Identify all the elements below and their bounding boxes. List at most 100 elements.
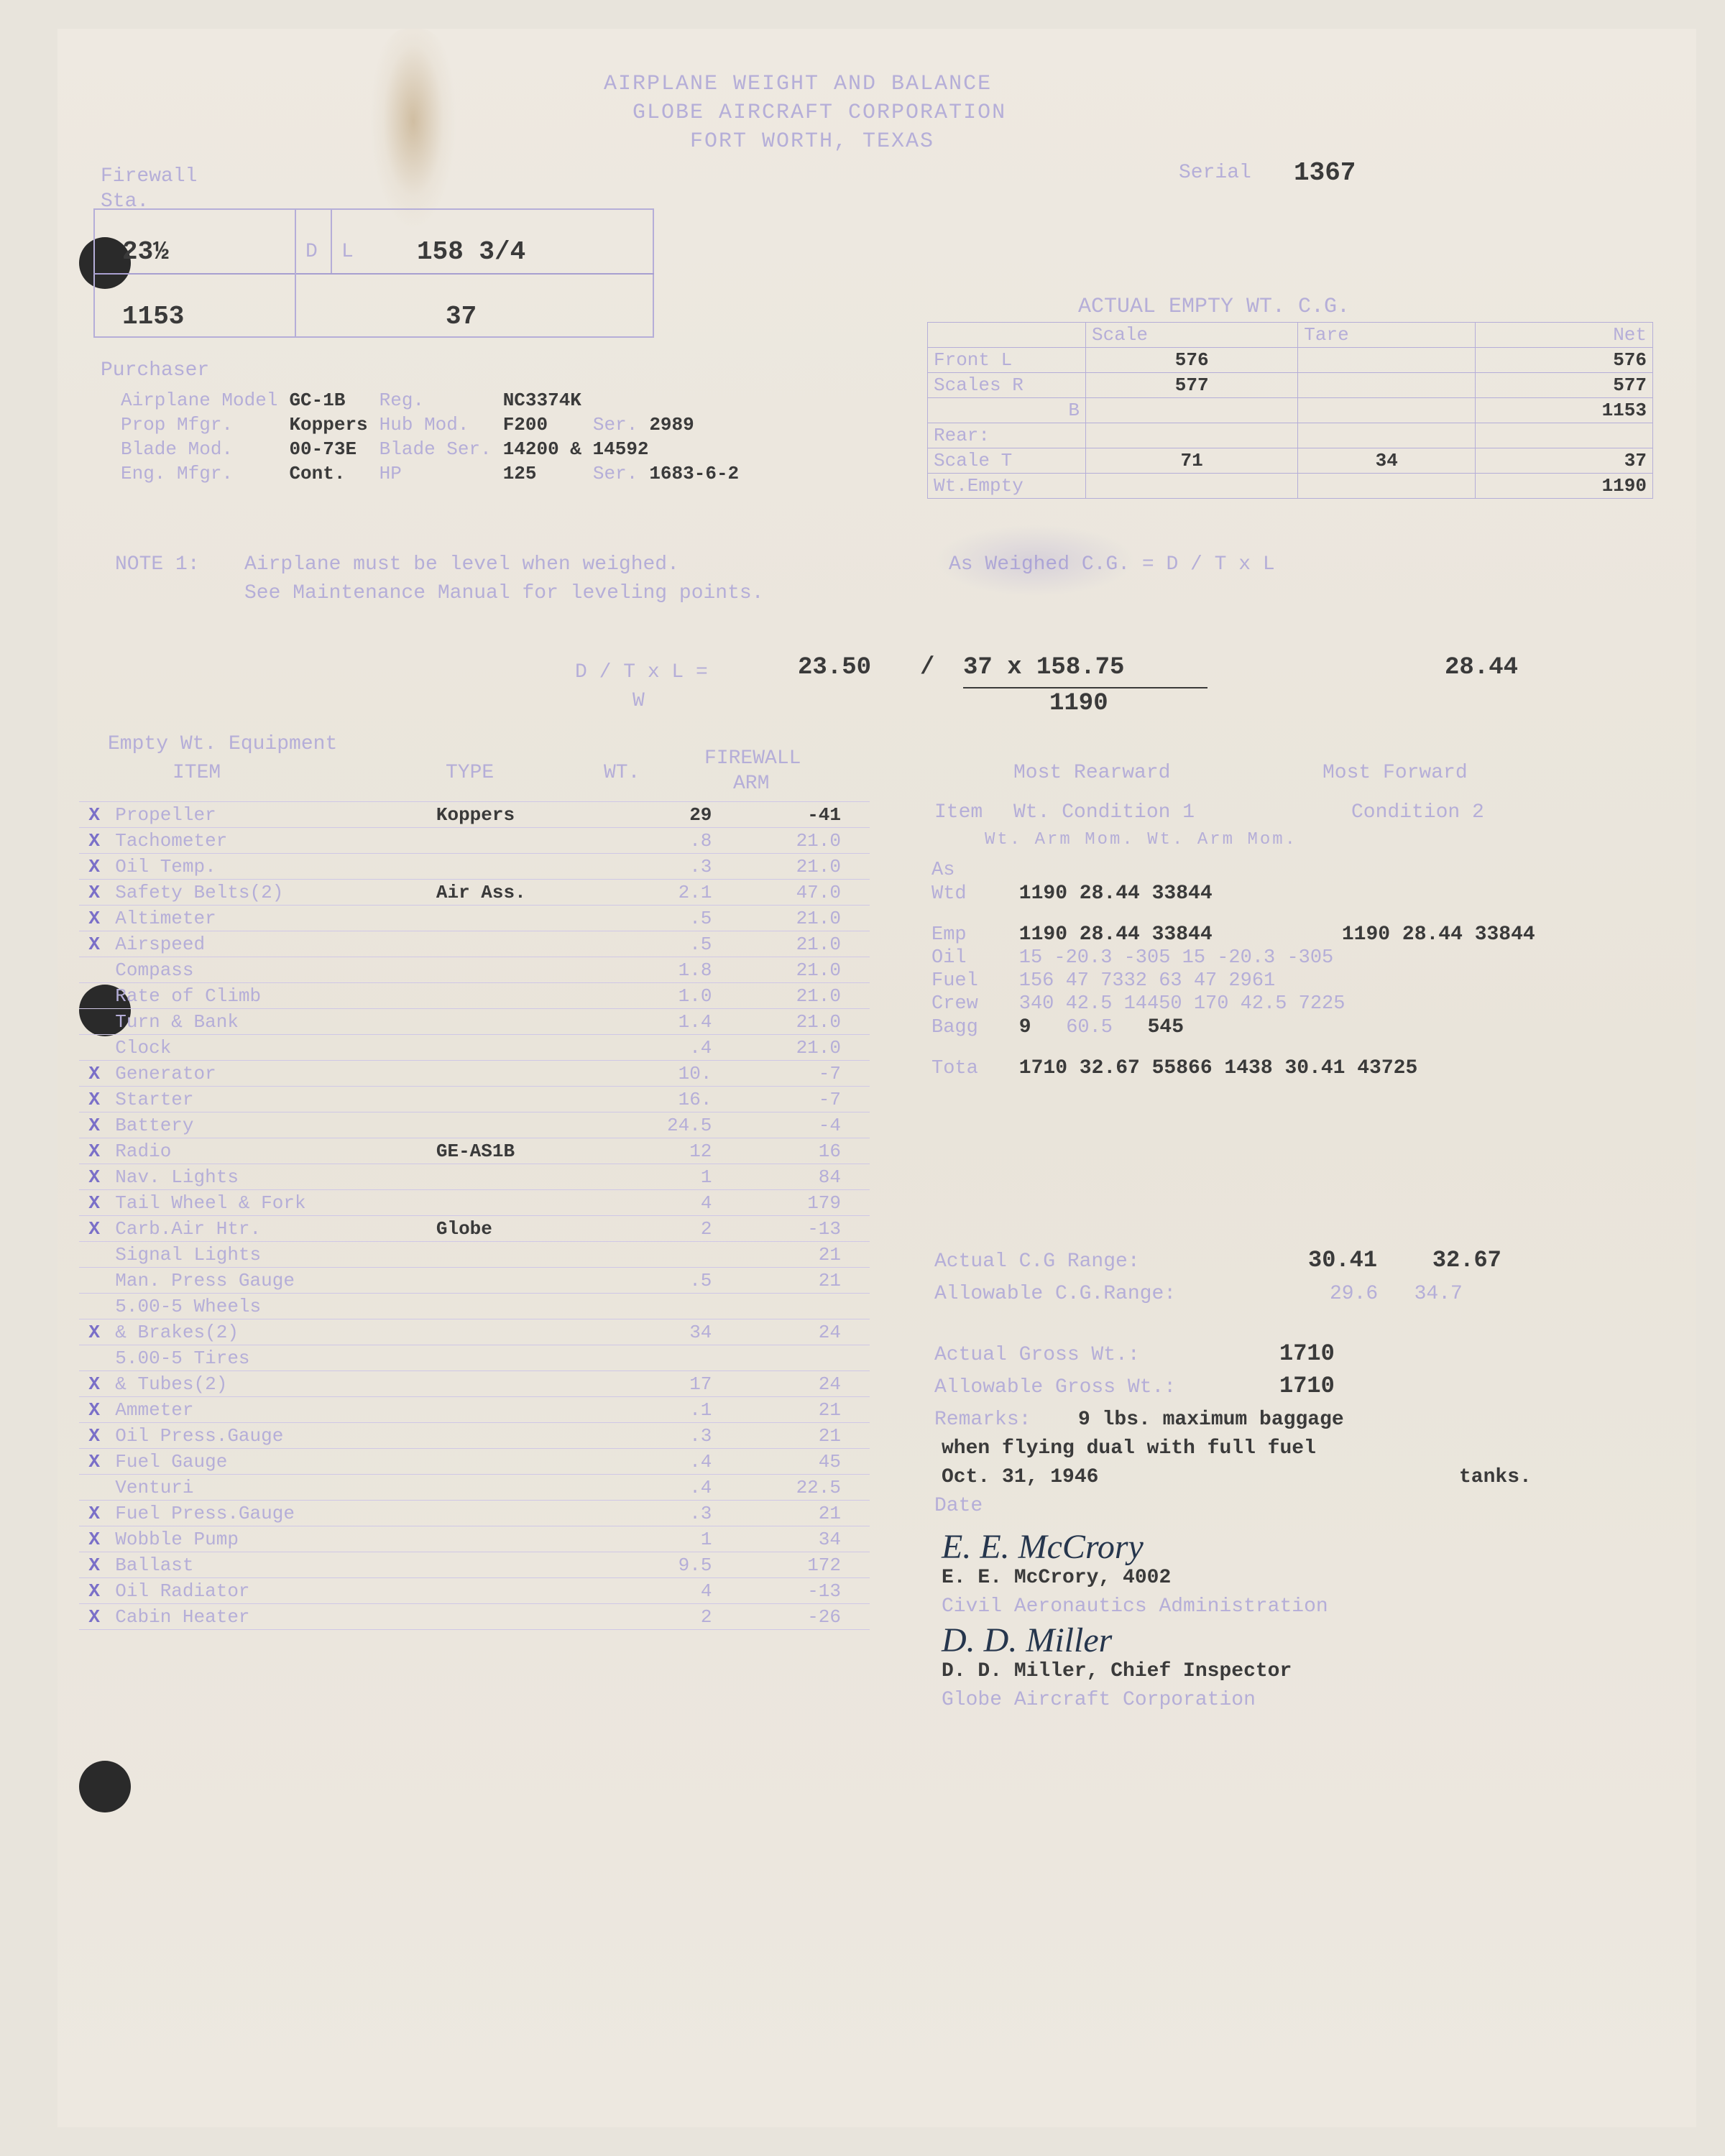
equip-item: Fuel Press.Gauge	[109, 1501, 431, 1526]
equip-wt: 2.1	[599, 880, 718, 906]
table-row: XGenerator10.-7	[79, 1061, 870, 1087]
x-mark	[79, 1475, 109, 1501]
equip-wt: 1.0	[599, 983, 718, 1009]
allow-gw-lbl: Allowable Gross Wt.:	[934, 1376, 1176, 1399]
x-mark	[79, 1345, 109, 1371]
equip-item: Ballast	[109, 1552, 431, 1578]
fw-left1: 23½	[122, 237, 169, 267]
equip-item: Battery	[109, 1112, 431, 1138]
val: 60.5	[1066, 1017, 1113, 1038]
date-lbl: Date	[934, 1495, 983, 1517]
cond-cols: Wt. Arm Mom. Wt. Arm Mom.	[985, 830, 1297, 849]
equip-arm: 21	[717, 1268, 870, 1294]
equip-title: Empty Wt. Equipment	[108, 733, 337, 755]
val: 34	[1298, 448, 1476, 474]
equip-type	[431, 1009, 599, 1035]
lbl: Tota	[927, 1056, 1015, 1080]
equip-wt: 1.8	[599, 957, 718, 983]
equip-wt: 4	[599, 1190, 718, 1216]
table-row: XStarter16.-7	[79, 1087, 870, 1112]
serial-label: Serial	[1179, 162, 1251, 184]
equip-arm: -13	[717, 1578, 870, 1604]
note1-text1: Airplane must be level when weighed.	[244, 553, 679, 576]
fw-len: 158 3/4	[417, 237, 525, 267]
equip-item: Cabin Heater	[109, 1604, 431, 1630]
lbl: Prop Mfgr.	[115, 413, 283, 437]
equip-type	[431, 1035, 599, 1061]
equip-item: Fuel Gauge	[109, 1449, 431, 1475]
x-mark	[79, 1268, 109, 1294]
equip-wt	[599, 1294, 718, 1319]
val: 1190 28.44 33844	[1338, 923, 1660, 946]
equip-arm: -7	[717, 1061, 870, 1087]
val: 14200 & 14592	[497, 437, 745, 461]
divider-v	[331, 208, 332, 273]
x-mark	[79, 957, 109, 983]
equip-type: Koppers	[431, 802, 599, 828]
x-mark	[79, 1009, 109, 1035]
x-mark: X	[79, 880, 109, 906]
sig1-name: E. E. McCrory, 4002	[942, 1567, 1171, 1589]
equip-arm	[717, 1294, 870, 1319]
equip-arm: 179	[717, 1190, 870, 1216]
table-row: XFuel Gauge.445	[79, 1449, 870, 1475]
lbl: Fuel	[927, 969, 1015, 992]
header-line2: GLOBE AIRCRAFT CORPORATION	[632, 101, 1006, 125]
equip-item: Oil Press.Gauge	[109, 1423, 431, 1449]
val: 1190	[1476, 474, 1653, 499]
table-row: 5.00-5 Wheels	[79, 1294, 870, 1319]
table-row: XCabin Heater2-26	[79, 1604, 870, 1630]
equip-type	[431, 1087, 599, 1112]
x-mark: X	[79, 1397, 109, 1423]
val: 37	[1476, 448, 1653, 474]
x-mark: X	[79, 1449, 109, 1475]
x-mark	[79, 983, 109, 1009]
equip-type	[431, 1604, 599, 1630]
formula-denom: 1190	[1049, 690, 1108, 717]
equip-item: 5.00-5 Tires	[109, 1345, 431, 1371]
x-mark: X	[79, 1578, 109, 1604]
equip-item: Nav. Lights	[109, 1164, 431, 1190]
equip-arm: 21.0	[717, 854, 870, 880]
lbl: Oil	[927, 946, 1015, 969]
equip-item: Generator	[109, 1061, 431, 1087]
lbl: Eng. Mfgr.	[115, 461, 283, 486]
x-mark	[79, 1242, 109, 1268]
table-row: XPropellerKoppers29-41	[79, 802, 870, 828]
equip-wt: .5	[599, 1268, 718, 1294]
note1-text2: See Maintenance Manual for leveling poin…	[244, 582, 764, 604]
lbl: Front L	[928, 348, 1086, 373]
fw-l: L	[341, 241, 354, 263]
val: 125	[497, 461, 587, 486]
equip-arm: 21.0	[717, 957, 870, 983]
table-row: XFuel Press.Gauge.321	[79, 1501, 870, 1526]
fw-left2: 1153	[122, 302, 184, 331]
lbl: Emp	[927, 923, 1015, 946]
firewall-label: Firewall	[101, 165, 197, 188]
lbl: Airplane Model	[115, 388, 283, 413]
table-row: X& Brakes(2)3424	[79, 1319, 870, 1345]
equip-type	[431, 983, 599, 1009]
lbl: Ser.	[587, 413, 643, 437]
x-mark: X	[79, 1604, 109, 1630]
val: 1683-6-2	[643, 461, 745, 486]
equip-wt: 12	[599, 1138, 718, 1164]
frac-line	[963, 687, 1208, 688]
equip-item: Safety Belts(2)	[109, 880, 431, 906]
formula-v2: 37 x 158.75	[963, 654, 1124, 681]
equip-item: Starter	[109, 1087, 431, 1112]
hdr: Scale	[1086, 323, 1298, 348]
equip-type: Air Ass.	[431, 880, 599, 906]
equip-type	[431, 1475, 599, 1501]
equip-type	[431, 1371, 599, 1397]
val: 577	[1086, 373, 1298, 398]
signature-1: E. E. McCrory	[942, 1527, 1144, 1567]
equip-h-arm: ARM	[733, 773, 769, 795]
val: 545	[1148, 1016, 1184, 1038]
equip-h-type: TYPE	[446, 762, 494, 784]
lbl: Blade Mod.	[115, 437, 283, 461]
equip-arm: 21.0	[717, 1009, 870, 1035]
equip-type	[431, 1449, 599, 1475]
lbl: Wtd	[927, 882, 1015, 906]
equip-wt: 2	[599, 1216, 718, 1242]
